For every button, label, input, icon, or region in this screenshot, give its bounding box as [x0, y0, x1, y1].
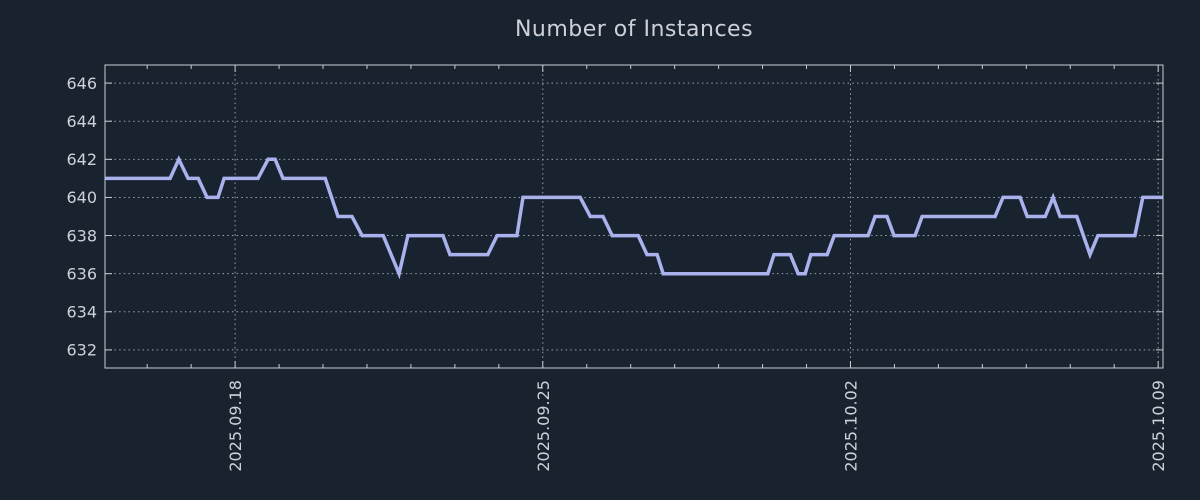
y-tick-label: 636 — [66, 264, 97, 283]
data-line — [105, 155, 1163, 280]
y-tick-label: 634 — [66, 303, 97, 322]
x-tick-label: 2025.09.25 — [534, 380, 553, 472]
plot-border — [104, 64, 1164, 369]
y-tick-label: 640 — [66, 188, 97, 207]
y-tick-label: 642 — [66, 150, 97, 169]
axis-ticks — [105, 65, 1163, 368]
series-line — [105, 155, 1163, 280]
x-tick-label: 2025.10.09 — [1149, 380, 1168, 472]
y-tick-label: 638 — [66, 226, 97, 245]
y-tick-label: 646 — [66, 74, 97, 93]
y-tick-label: 644 — [66, 112, 97, 131]
x-tick-label: 2025.10.02 — [841, 380, 860, 472]
y-axis-labels: 632 634 636 638 640 642 644 646 — [66, 74, 97, 360]
gridlines — [105, 65, 1163, 368]
x-tick-label: 2025.09.18 — [226, 380, 245, 472]
y-tick-label: 632 — [66, 341, 97, 360]
plot-border-rect — [104, 64, 1164, 369]
x-axis-labels: 2025.09.18 2025.09.25 2025.10.02 2025.10.09 — [226, 380, 1168, 472]
chart-title: Number of Instances — [514, 17, 754, 42]
